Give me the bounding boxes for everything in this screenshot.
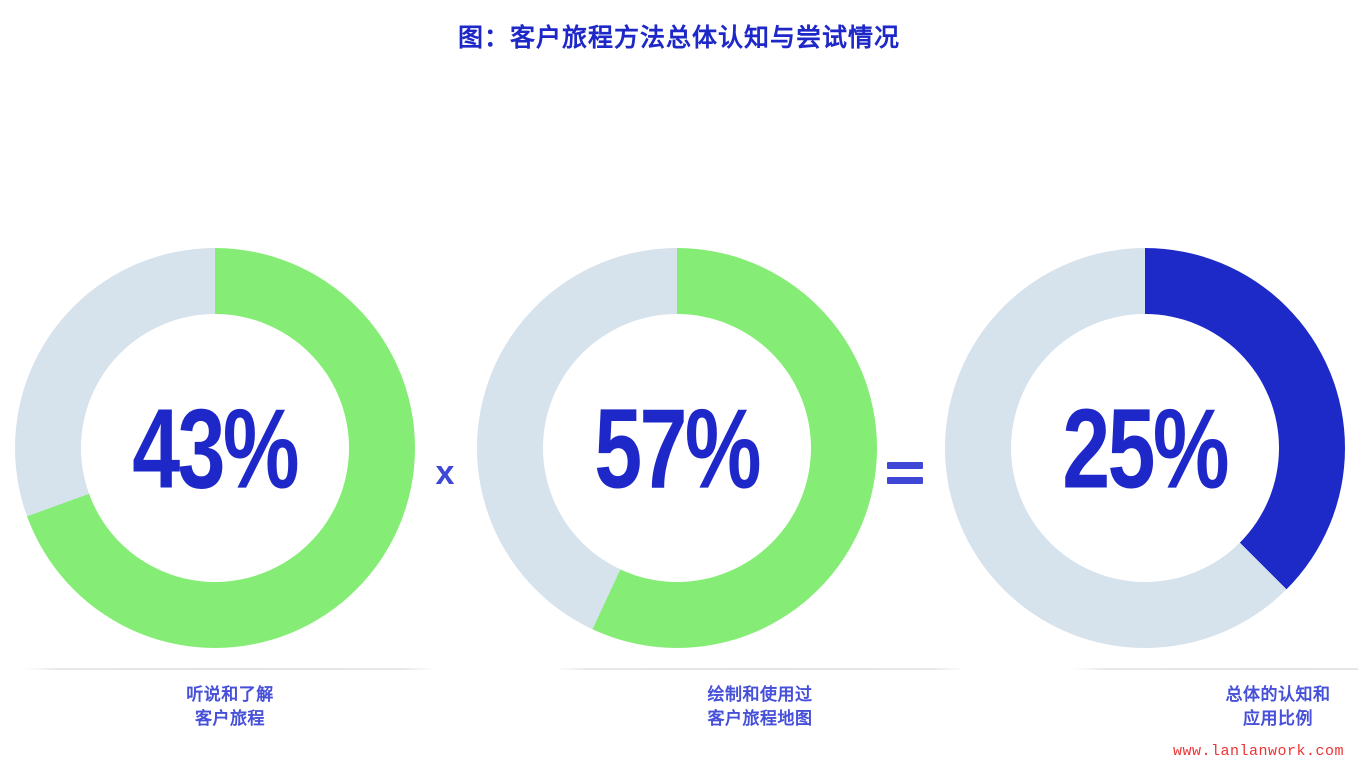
donut-hole-1: 57% [543,314,811,582]
caption-divider-2 [1073,668,1358,670]
caption-line-2-1: 总体的认知和 [1225,685,1331,704]
caption-text-1: 绘制和使用过 客户旅程地图 [555,683,965,731]
donut-hole-2: 25% [1011,314,1279,582]
caption-line-1-1: 绘制和使用过 [707,685,813,704]
donut-chart-row: 43% x 57% 25% [0,248,1358,678]
equals-glyph [887,462,923,484]
equals-bar-top [887,462,923,469]
donut-ring-1: 57% [477,248,877,648]
caption-divider-0 [25,668,435,670]
donut-hole-0: 43% [81,314,349,582]
caption-divider-1 [555,668,965,670]
caption-awareness: 听说和了解 客户旅程 [25,668,435,731]
donut-chart-awareness: 43% [0,248,430,678]
caption-line-2-2: 应用比例 [1243,709,1313,729]
equals-operator [875,443,935,503]
caption-text-2: 总体的认知和 应用比例 [1073,683,1358,731]
page-title: 图：客户旅程方法总体认知与尝试情况 [457,24,900,52]
caption-usage: 绘制和使用过 客户旅程地图 [555,668,965,731]
donut-ring-0: 43% [15,248,415,648]
donut-chart-overall: 25% [930,248,1358,678]
caption-line-0-2: 客户旅程 [195,709,265,729]
donut-value-2: 25% [1062,384,1230,512]
donut-ring-2: 25% [945,248,1345,648]
caption-line-1-2: 客户旅程地图 [707,709,813,729]
watermark: www.lanlanwork.com [1172,743,1344,760]
equals-bar-bottom [887,477,923,484]
multiply-glyph: x [435,453,455,492]
multiply-operator: x [415,443,475,503]
caption-overall: 总体的认知和 应用比例 [1073,668,1358,731]
caption-text-0: 听说和了解 客户旅程 [25,683,435,731]
donut-value-0: 43% [132,384,300,512]
caption-line-0-1: 听说和了解 [186,685,274,704]
donut-chart-usage: 57% [462,248,892,678]
caption-row: 听说和了解 客户旅程 绘制和使用过 客户旅程地图 总体的认知和 应用比例 [0,668,1358,768]
donut-value-1: 57% [594,384,762,512]
